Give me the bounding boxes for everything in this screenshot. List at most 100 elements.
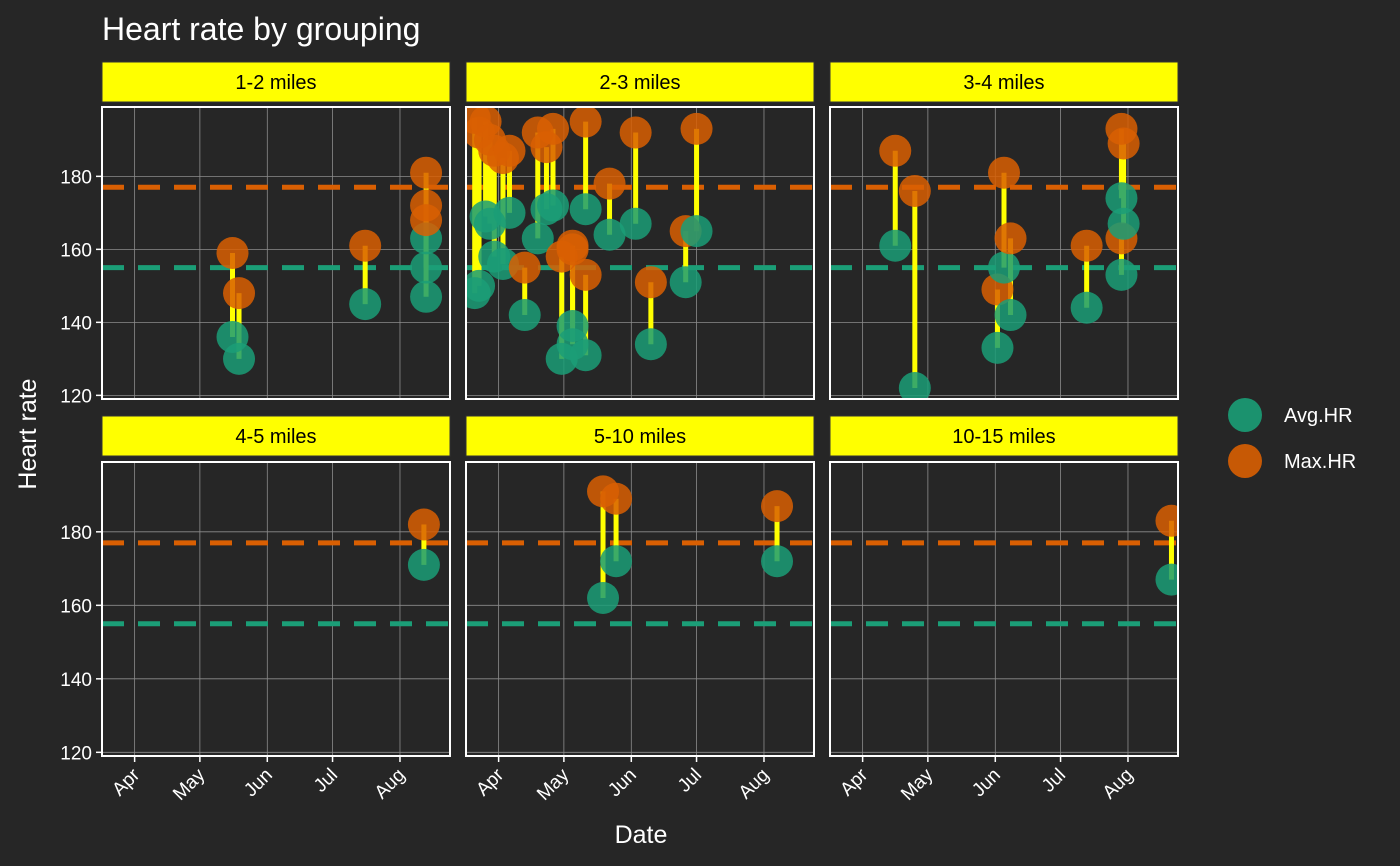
max-hr-point [988, 156, 1020, 189]
max-hr-point [898, 174, 931, 207]
avg-hr-point [1105, 182, 1138, 215]
x-axis-title: Date [615, 821, 668, 849]
max-hr-point [569, 258, 602, 291]
avg-hr-point [493, 196, 526, 229]
y-tick-label: 140 [60, 670, 92, 691]
facet-strip-label: 5-10 miles [594, 426, 686, 448]
facet-strip-label: 1-2 miles [235, 72, 316, 94]
avg-hr-point [634, 328, 667, 361]
facet-strip-label: 2-3 miles [599, 72, 680, 94]
facet-panel: 10-15 miles [829, 415, 1179, 757]
legend: Avg.HR Max.HR [1228, 398, 1356, 478]
y-tick-label: 180 [60, 167, 92, 188]
max-hr-point [223, 277, 256, 310]
y-tick-label: 160 [60, 596, 92, 617]
panel-border [101, 461, 451, 757]
y-tick-label: 120 [60, 386, 92, 407]
legend-label: Max.HR [1284, 451, 1356, 473]
legend-key-avg-hr [1228, 398, 1262, 432]
facet-strip [829, 61, 1179, 103]
avg-hr-point [410, 280, 443, 313]
avg-hr-point [587, 581, 620, 614]
avg-hr-point [1105, 258, 1138, 291]
facet-panel: 5-10 miles [465, 415, 815, 757]
max-hr-point [569, 107, 602, 138]
facet-panel: 1-2 miles 120 140 160 180 [60, 61, 451, 407]
avg-hr-point [1070, 291, 1103, 324]
avg-hr-point [223, 342, 256, 375]
avg-hr-point [1107, 207, 1140, 240]
max-hr-point [634, 266, 667, 299]
facet-strip-label: 3-4 miles [963, 72, 1044, 94]
facet-strip [465, 61, 815, 103]
avg-hr-point [981, 331, 1014, 364]
y-tick-label: 120 [60, 743, 92, 764]
facet-panel: 3-4 miles [829, 61, 1179, 400]
max-hr-point [410, 156, 443, 189]
max-hr-point [493, 134, 526, 167]
avg-hr-point [1155, 563, 1178, 596]
max-hr-point [216, 237, 249, 269]
avg-hr-point [680, 215, 713, 248]
avg-hr-point [349, 288, 382, 321]
max-hr-point [508, 251, 541, 284]
facet-panel: 2-3 miles [465, 61, 815, 400]
max-hr-point [593, 167, 626, 200]
panel-data [879, 112, 1140, 399]
avg-hr-point [879, 229, 912, 262]
max-hr-point [410, 204, 443, 237]
panel-border [465, 461, 815, 757]
legend-key-max-hr [1228, 444, 1262, 478]
avg-hr-point [569, 339, 602, 372]
facet-panels: 1-2 miles 120 140 160 180 2-3 miles 3-4 miles 4… [60, 61, 1179, 764]
panel-border [829, 461, 1179, 757]
max-hr-point [600, 482, 633, 515]
facet-strip [101, 61, 451, 103]
avg-hr-point [994, 299, 1027, 332]
avg-hr-point [669, 266, 702, 299]
facet-strip [101, 415, 451, 457]
panel-border [829, 106, 1179, 400]
avg-hr-point [521, 222, 554, 255]
avg-hr-point [410, 251, 443, 284]
max-hr-point [680, 112, 713, 145]
max-hr-point [1155, 504, 1178, 537]
max-hr-point [994, 222, 1027, 255]
facet-strip-label: 10-15 miles [952, 426, 1055, 448]
chart-title: Heart rate by grouping [102, 11, 420, 47]
max-hr-point [879, 134, 912, 167]
panel-data [587, 475, 794, 614]
panel-data [407, 508, 440, 581]
avg-hr-point [569, 193, 602, 226]
max-hr-point [1107, 127, 1140, 160]
avg-hr-point [537, 189, 569, 222]
y-tick-label: 140 [60, 313, 92, 334]
max-hr-point [619, 116, 652, 149]
avg-hr-point [466, 269, 496, 302]
avg-hr-point [898, 372, 931, 399]
panel-border [101, 106, 451, 400]
panel-border [465, 106, 815, 400]
avg-hr-point [407, 548, 440, 581]
max-hr-point [537, 112, 569, 145]
panel-data [466, 107, 713, 375]
max-hr-point [1070, 229, 1103, 262]
y-tick-label: 160 [60, 240, 92, 261]
facet-panel: 4-5 miles 120 140 160 180 [60, 415, 451, 764]
facet-strip [465, 415, 815, 457]
avg-hr-point [593, 218, 626, 251]
legend-label: Avg.HR [1284, 405, 1353, 427]
avg-hr-point [600, 545, 633, 578]
facet-strip [829, 415, 1179, 457]
avg-hr-point [508, 299, 541, 332]
y-axis-title: Heart rate [14, 378, 42, 489]
max-hr-point [761, 490, 794, 523]
avg-hr-point [761, 545, 794, 578]
panel-data [1155, 504, 1178, 596]
avg-hr-point [988, 251, 1020, 284]
max-hr-point [349, 229, 382, 262]
y-tick-label: 180 [60, 523, 92, 544]
max-hr-point [407, 508, 440, 541]
panel-data [216, 156, 443, 375]
